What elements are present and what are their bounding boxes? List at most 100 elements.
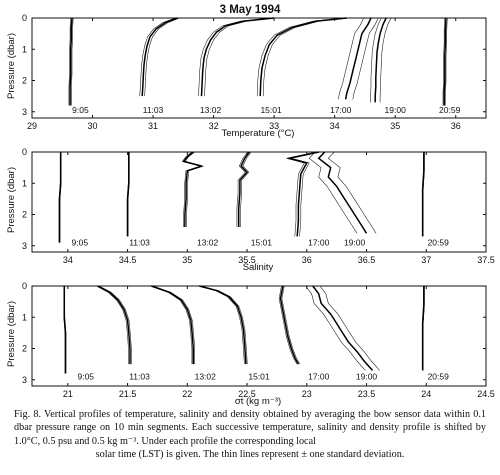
profile-time-label: 13:02 (200, 105, 222, 115)
profile-time-label: 13:02 (197, 238, 219, 248)
profile-1900-sd-line (308, 151, 358, 234)
density-panel-ytick-label: 2 (22, 344, 27, 354)
profile-1900-sd-line (370, 17, 382, 103)
profile-1501-mean-line (237, 151, 251, 227)
profile-time-label: 17:00 (308, 238, 330, 248)
profile-1700-sd-line (278, 285, 298, 365)
salinity-panel-xtick-label: 35 (182, 255, 192, 265)
profile-2059-mean-line (443, 17, 447, 106)
density-panel-ylabel: Pressure (dbar) (6, 301, 17, 367)
salinity-panel-xtick-label: 35.5 (238, 255, 256, 265)
profile-1501-sd-line (236, 151, 248, 227)
profile-time-label: 19:00 (356, 372, 378, 382)
profile-time-label: 9:05 (72, 238, 89, 248)
profile-1700-mean-line (344, 17, 372, 100)
profile-1103-mean-line (97, 285, 131, 365)
density-panel-ytick-label: 1 (22, 312, 27, 322)
temperature-panel-ytick-label: 3 (22, 107, 27, 117)
profile-time-label: 15:01 (251, 238, 273, 248)
salinity-panel-xtick-label: 37.5 (477, 255, 495, 265)
profile-time-label: 15:01 (260, 105, 282, 115)
profile-2059-sd-line (442, 17, 446, 106)
profile-1501-mean-line (259, 17, 347, 97)
temperature-panel-xtick-label: 30 (88, 121, 98, 131)
profile-1501-sd-line (262, 17, 350, 97)
temperature-panel-xtick-label: 29 (27, 121, 37, 131)
temperature-panel-xtick-label: 31 (148, 121, 158, 131)
profile-time-label: 20:59 (428, 238, 450, 248)
density-panel-xtick-label: 23.5 (358, 389, 376, 399)
profile-time-label: 11:03 (129, 238, 150, 248)
profile-1700-mean-line (279, 285, 300, 365)
profile-2059-mean-line (421, 152, 425, 237)
profile-time-label: 9:05 (72, 105, 89, 115)
profile-905-mean-line (58, 152, 62, 243)
temperature-panel: Temperature (°C) Pressure (dbar) 29 30 31 3… (6, 13, 487, 139)
temperature-panel-xtick-label: 35 (390, 121, 400, 131)
salinity-panel-xlabel: Salinity (243, 262, 274, 273)
temperature-panel-xtick-label: 34 (330, 121, 340, 131)
profile-time-label: 9:05 (77, 372, 94, 382)
profile-1900-mean-line (374, 17, 387, 103)
temperature-panel-ytick-label: 2 (22, 76, 27, 86)
density-panel-xtick-label: 22 (182, 389, 192, 399)
temperature-panel-xtick-label: 32 (209, 121, 219, 131)
profile-1900-mean-line (312, 285, 374, 371)
salinity-panel-ytick-label: 0 (22, 147, 27, 157)
profile-time-label: 19:00 (385, 105, 407, 115)
salinity-panel-xtick-label: 36 (302, 255, 312, 265)
salinity-panel-xtick-label: 36.5 (358, 255, 376, 265)
figure-title: 3 May 1994 (220, 4, 281, 16)
profile-1302-sd-line (149, 285, 193, 365)
profile-time-label: 11:03 (143, 105, 164, 115)
salinity-panel-ytick-label: 2 (22, 210, 27, 220)
profile-1103-mean-line (126, 152, 130, 237)
salinity-panel-xtick-label: 37 (421, 255, 431, 265)
density-panel-xtick-label: 24 (421, 389, 431, 399)
profile-time-label: 17:00 (330, 105, 352, 115)
profile-1900-sd-line (305, 285, 366, 371)
profile-1302-mean-line (200, 17, 275, 97)
temperature-panel-xtick-label: 33 (269, 121, 279, 131)
profile-905-mean-line (63, 286, 67, 374)
profile-1900-sd-line (327, 151, 377, 234)
salinity-panel-ytick-label: 1 (22, 178, 27, 188)
profile-1302-mean-line (182, 151, 203, 227)
profile-1700-sd-line (281, 285, 301, 365)
profile-905-sd-line (71, 17, 74, 106)
density-panel: σt (kg m⁻³) Pressure (dbar) 21 21.5 22 22.5… (6, 281, 495, 407)
density-panel-xtick-label: 21.5 (119, 389, 137, 399)
salinity-panel-xtick-label: 34.5 (119, 255, 137, 265)
salinity-panel-ylabel: Pressure (dbar) (6, 167, 17, 233)
density-panel-ytick-label: 0 (22, 281, 27, 291)
profile-1700-sd-line (338, 17, 364, 100)
profile-1700-sd-line (352, 17, 379, 100)
salinity-panel-frame (31, 151, 487, 253)
profile-1302-sd-line (198, 17, 272, 97)
temperature-panel-ylabel: Pressure (dbar) (6, 33, 17, 99)
density-panel-xlabel: σt (kg m⁻³) (235, 396, 281, 407)
profile-1501-mean-line (199, 285, 247, 365)
profile-1103-sd-line (139, 17, 176, 97)
profile-1103-sd-line (96, 285, 129, 365)
profile-1501-sd-line (240, 151, 252, 227)
profile-2059-mean-line (421, 286, 425, 371)
density-panel-ytick-label: 3 (22, 375, 27, 385)
profile-time-label: 13:02 (195, 372, 217, 382)
profile-1103-mean-line (141, 17, 178, 97)
temperature-panel-xlabel: Temperature (°C) (222, 128, 295, 139)
profile-1501-sd-line (256, 17, 344, 97)
caption-label: Fig. 8. (14, 409, 41, 420)
temperature-panel-xtick-label: 36 (451, 121, 461, 131)
profile-1900-sd-line (319, 285, 380, 371)
profile-905-sd-line (68, 17, 71, 106)
profile-1501-sd-line (200, 285, 248, 365)
profile-time-label: 20:59 (428, 372, 450, 382)
profile-1302-sd-line (181, 151, 202, 227)
temperature-panel-ytick-label: 1 (22, 44, 27, 54)
profile-time-label: 15:01 (248, 372, 270, 382)
profile-1103-sd-line (144, 17, 180, 97)
profile-time-label: 11:03 (129, 372, 150, 382)
profile-time-label: 19:00 (344, 238, 366, 248)
